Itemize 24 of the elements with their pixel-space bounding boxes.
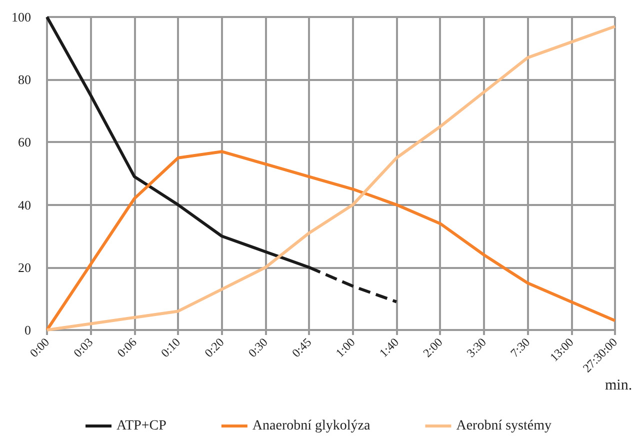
x-tick-label: 0:45 <box>289 335 314 360</box>
x-tick-label: 0:00 <box>26 335 52 360</box>
y-tick-label: 100 <box>12 10 31 24</box>
line-series <box>46 150 616 332</box>
y-tick-label: 40 <box>18 197 31 212</box>
x-tick-label: 3:30 <box>464 335 489 360</box>
line-series <box>46 24 616 332</box>
legend-label: ATP+CP <box>116 418 167 434</box>
x-tick-label: 0:20 <box>202 335 227 360</box>
y-tick-label: 20 <box>18 260 31 275</box>
x-tick-label: 0:10 <box>158 335 184 360</box>
x-tick-label: 2:00 <box>420 335 446 360</box>
x-tick-label: 0:30 <box>245 335 270 360</box>
y-tick-label: 60 <box>18 134 31 150</box>
x-tick-label: 0:06 <box>114 335 140 360</box>
x-tick-label: 7:30 <box>508 335 533 360</box>
x-tick-label: 1:40 <box>376 335 402 360</box>
x-tick-label: 1:00 <box>332 335 358 360</box>
x-tick-label: 0:03 <box>70 335 96 360</box>
legend-label: Anaerobní glykolýza <box>252 418 372 434</box>
x-axis-title: min. <box>605 378 632 394</box>
y-tick-label: 0 <box>24 322 31 338</box>
y-tick-label: 80 <box>18 72 31 88</box>
legend-label: Aerobní systémy <box>456 418 552 434</box>
